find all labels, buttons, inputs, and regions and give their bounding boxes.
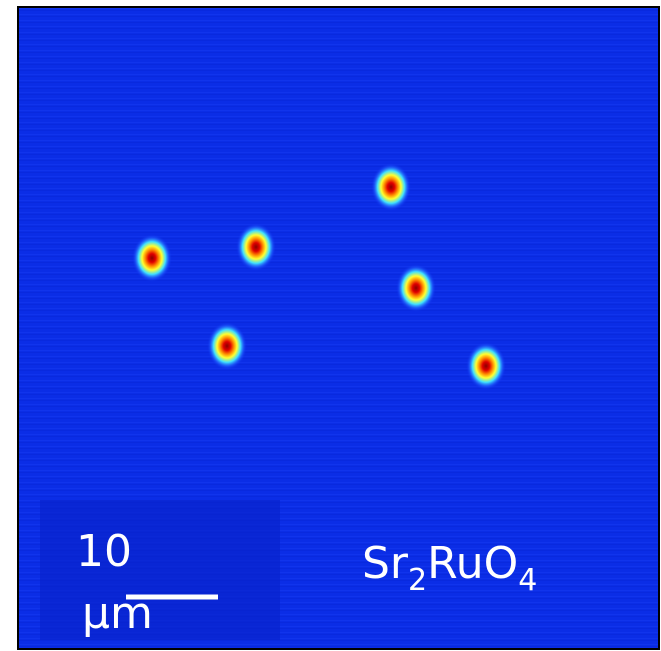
formula-part: Ru [427, 538, 483, 589]
subscript: 4 [518, 563, 537, 598]
vortex [396, 264, 436, 312]
vortex [466, 342, 506, 390]
vortex [207, 322, 247, 370]
vortex [236, 223, 276, 271]
micrograph: 10 μm Sr2RuO4 [0, 0, 661, 651]
formula-part: Sr [362, 538, 409, 589]
formula-part: O [484, 538, 519, 589]
subscript: 2 [408, 563, 427, 598]
vortex [371, 163, 411, 211]
scale-value: 10 [76, 526, 132, 577]
vortex [132, 234, 172, 282]
page: 10 μm Sr2RuO4 (() => { const data = JSON… [0, 0, 661, 651]
